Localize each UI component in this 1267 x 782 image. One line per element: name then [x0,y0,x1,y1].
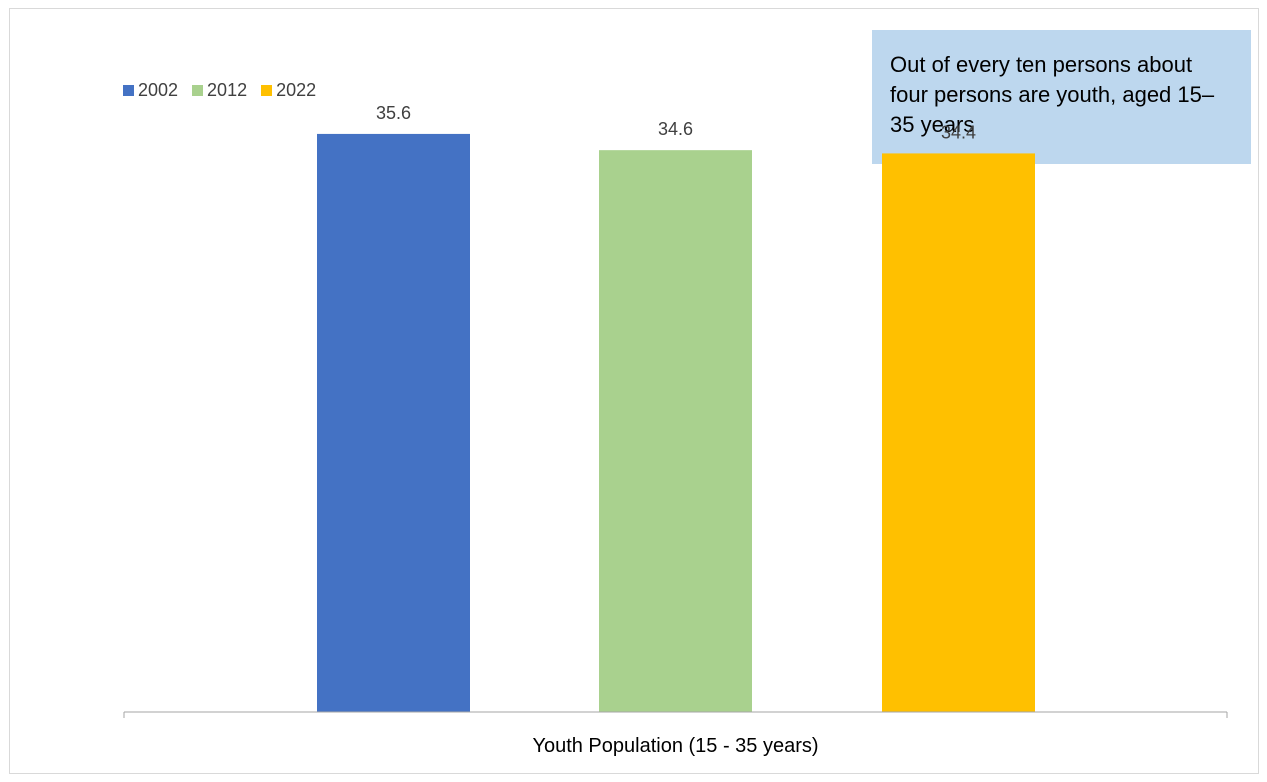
data-label-2012: 34.6 [658,119,693,139]
chart-legend: 2002 2012 2022 [123,80,330,101]
annotation-callout: Out of every ten persons about four pers… [872,30,1251,164]
legend-label-2022: 2022 [276,80,317,100]
legend-swatch-2002 [123,85,134,96]
annotation-text: Out of every ten persons about four pers… [890,52,1215,137]
x-axis-label: Youth Population (15 - 35 years) [532,735,818,757]
legend-swatch-2012 [192,85,204,96]
chart-frame [9,8,1259,774]
legend-label-2002: 2002 [138,80,179,100]
legend-swatch-2022 [261,85,273,96]
data-label-2022: 34.4 [941,122,976,142]
legend-item-2022: 2022 [261,80,316,101]
legend-item-2012: 2012 [192,80,247,101]
data-label-2002: 35.6 [376,103,411,123]
bar-2002 [317,133,470,712]
bar-2012 [599,150,752,712]
legend-label-2012: 2012 [207,80,248,100]
legend-item-2002: 2002 [123,80,178,101]
bar-2022 [882,153,1035,712]
